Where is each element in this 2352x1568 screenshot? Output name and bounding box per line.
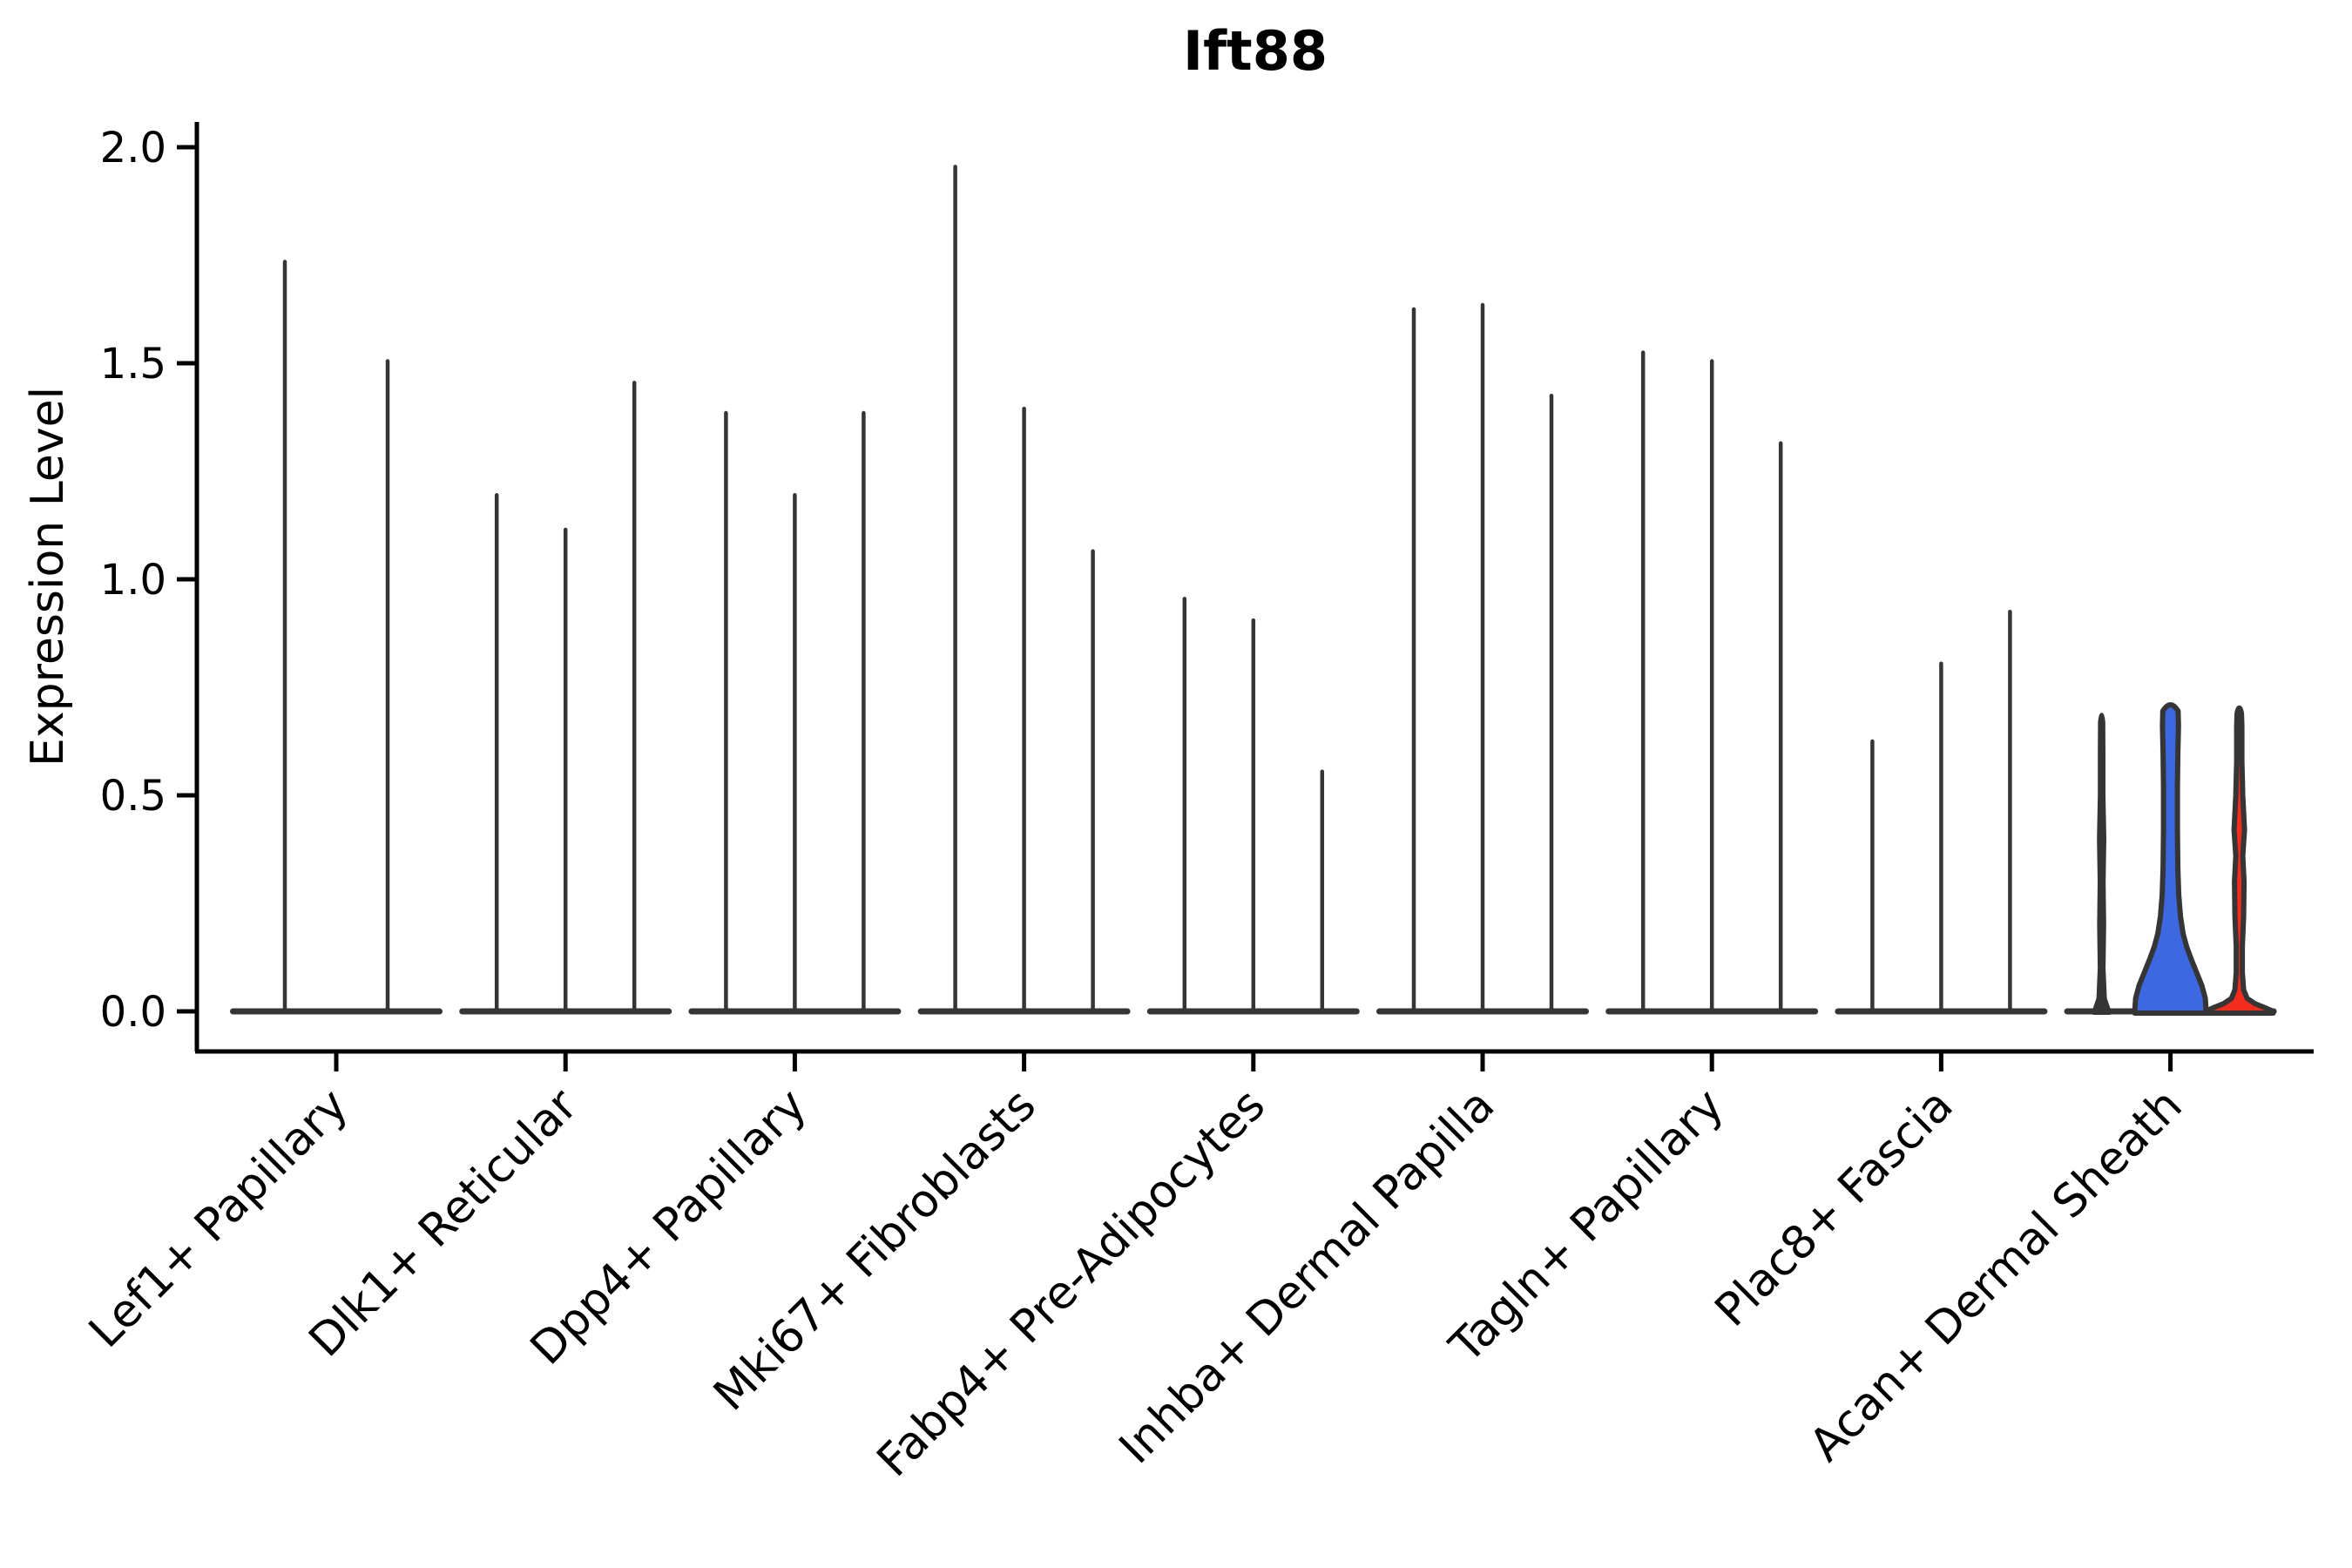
violin bbox=[2132, 702, 2209, 1016]
y-tick-label: 1.0 bbox=[100, 556, 166, 605]
violin-base bbox=[230, 1008, 443, 1015]
y-tick-label: 0.5 bbox=[100, 772, 166, 821]
violin bbox=[2092, 713, 2112, 1015]
x-tick-label: Plac8+ Fascia bbox=[1706, 1079, 1963, 1337]
y-tick-label: 1.5 bbox=[100, 340, 166, 389]
x-tick-label: Inhba+ Dermal Papilla bbox=[1110, 1079, 1504, 1474]
y-tick-label: 0.0 bbox=[100, 988, 166, 1037]
chart-title: Ift88 bbox=[1183, 19, 1328, 83]
y-tick-label: 2.0 bbox=[100, 124, 166, 172]
x-tick-label: Acan+ Dermal Sheath bbox=[1800, 1079, 2193, 1472]
violin bbox=[2202, 705, 2276, 1016]
x-tick-label: Fabp4+ Pre-Adipocytes bbox=[868, 1079, 1275, 1487]
